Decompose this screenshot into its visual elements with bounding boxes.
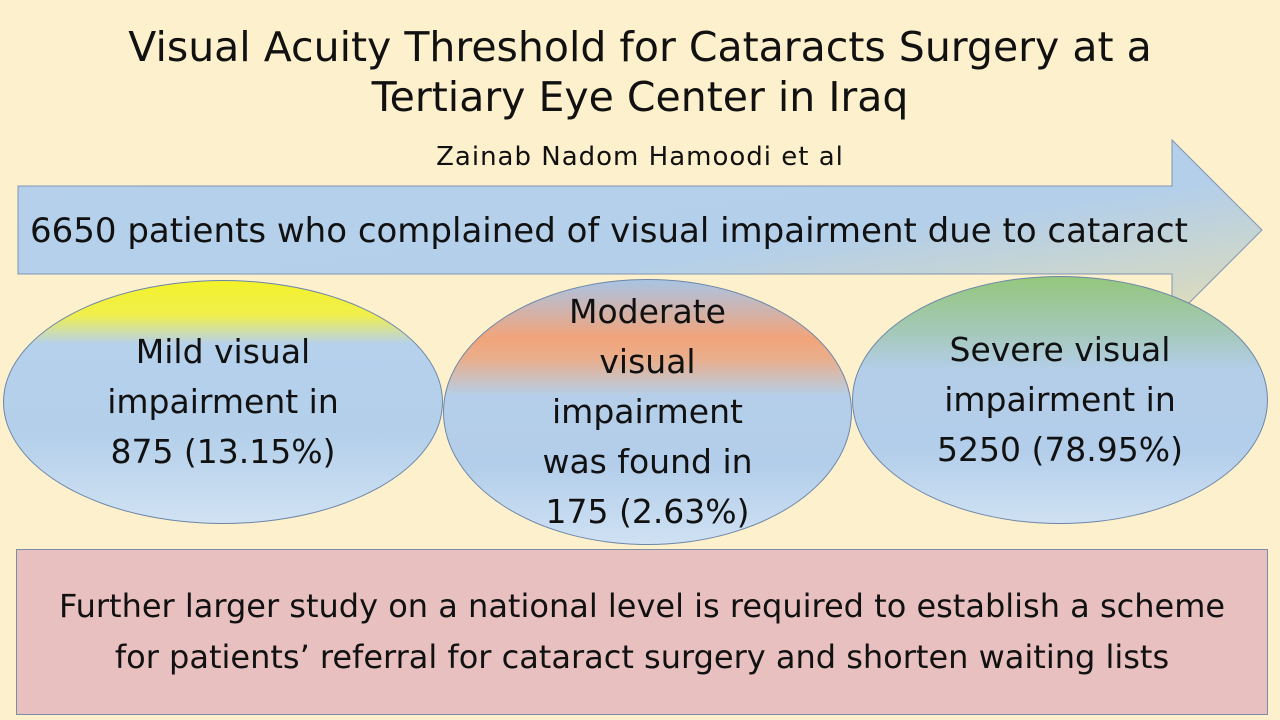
mild-impairment-oval: Mild visual impairment in 875 (13.15%)	[3, 280, 443, 524]
moderate-line-5: 175 (2.63%)	[545, 492, 750, 531]
mild-line-1: Mild visual	[135, 332, 311, 371]
conclusion-text: Further larger study on a national level…	[58, 587, 1226, 676]
moderate-line-3: impairment	[552, 392, 743, 431]
mild-line-3: 875 (13.15%)	[110, 432, 336, 471]
severe-impairment-oval: Severe visual impairment in 5250 (78.95%…	[852, 276, 1268, 524]
moderate-line-4: was found in	[542, 442, 753, 481]
page-title: Visual Acuity Threshold for Cataracts Su…	[40, 22, 1240, 122]
moderate-impairment-text: Moderate visual impairment was found in …	[542, 287, 752, 537]
mild-impairment-text: Mild visual impairment in 875 (13.15%)	[107, 327, 339, 477]
mild-line-2: impairment in	[107, 382, 339, 421]
severe-line-2: impairment in	[944, 380, 1176, 419]
severe-line-1: Severe visual	[949, 330, 1171, 369]
title-line-2: Tertiary Eye Center in Iraq	[371, 73, 909, 121]
severe-impairment-text: Severe visual impairment in 5250 (78.95%…	[937, 325, 1183, 475]
arrow-text: 6650 patients who complained of visual i…	[30, 211, 1188, 251]
moderate-line-2: visual	[599, 342, 696, 381]
author-line: Zainab Nadom Hamoodi et al	[436, 142, 844, 172]
severe-line-3: 5250 (78.95%)	[936, 430, 1184, 469]
moderate-line-1: Moderate	[569, 292, 726, 331]
conclusion-box: Further larger study on a national level…	[16, 549, 1268, 715]
moderate-impairment-oval: Moderate visual impairment was found in …	[443, 279, 852, 545]
title-line-1: Visual Acuity Threshold for Cataracts Su…	[128, 23, 1152, 71]
